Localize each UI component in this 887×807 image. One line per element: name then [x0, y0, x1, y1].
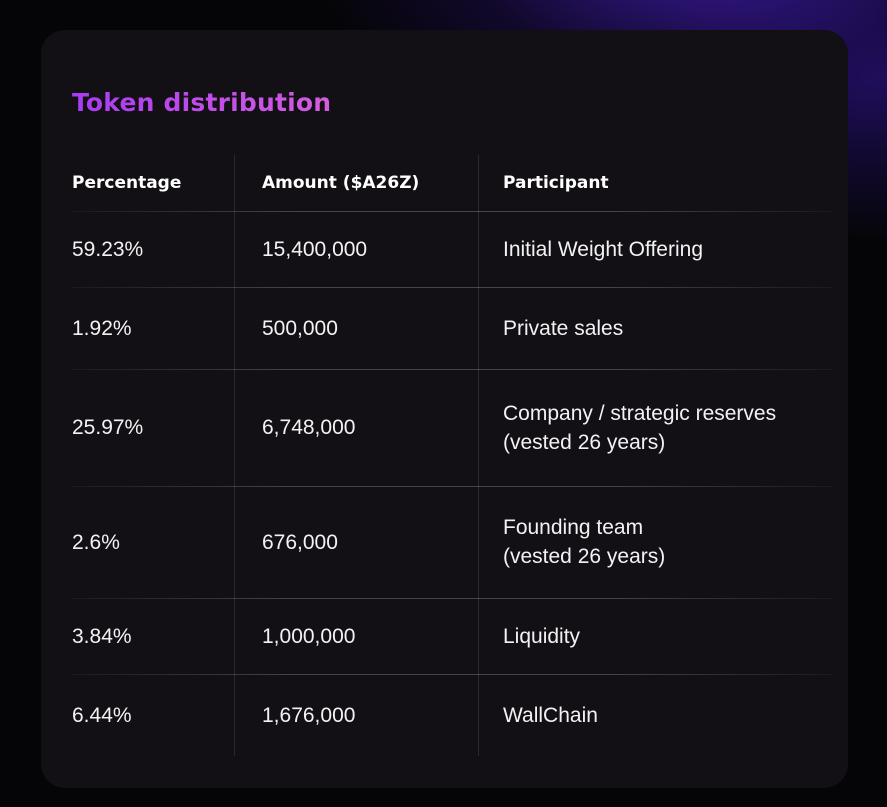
participant-cell: WallChain — [478, 674, 832, 756]
percentage-cell: 6.44% — [72, 703, 132, 727]
amount-cell: 15,400,000 — [234, 211, 478, 287]
participant-text: Initial Weight Offering — [503, 237, 703, 261]
participant-subtext: (vested 26 years) — [503, 430, 666, 454]
card-title: Token distribution — [72, 88, 332, 117]
table-header-row: Percentage Amount ($A26Z) Participant — [72, 155, 832, 211]
amount-cell: 1,000,000 — [234, 598, 478, 674]
table-row: 2.6% 676,000 Founding team (vested 26 ye… — [72, 486, 832, 598]
participant-text: Company / strategic reserves — [503, 401, 777, 425]
participant-cell: Founding team (vested 26 years) — [478, 486, 832, 598]
participant-subtext: (vested 26 years) — [503, 545, 666, 568]
participant-text: Liquidity — [503, 624, 581, 648]
participant-cell: Company / strategic reserves (vested 26 … — [478, 369, 832, 486]
percentage-cell: 59.23% — [72, 237, 144, 261]
token-distribution-card: Token distribution Percentage Amount ($A… — [41, 30, 848, 788]
table-row: 3.84% 1,000,000 Liquidity — [72, 598, 832, 674]
table-row: 25.97% 6,748,000 Company / strategic res… — [72, 369, 832, 486]
participant-text: Private sales — [503, 316, 624, 340]
column-header-participant: Participant — [478, 155, 832, 211]
table-row: 1.92% 500,000 Private sales — [72, 287, 832, 369]
participant-text: Founding team — [503, 516, 644, 539]
table-row: 6.44% 1,676,000 WallChain — [72, 674, 832, 756]
participant-text: WallChain — [503, 703, 598, 727]
column-header-percentage: Percentage — [72, 172, 182, 193]
token-distribution-table: Percentage Amount ($A26Z) Participant 59… — [72, 155, 832, 756]
percentage-cell: 25.97% — [72, 416, 144, 439]
participant-cell: Initial Weight Offering — [478, 211, 832, 287]
percentage-cell: 2.6% — [72, 530, 120, 554]
percentage-cell: 3.84% — [72, 624, 132, 648]
amount-cell: 1,676,000 — [234, 674, 478, 756]
participant-cell: Private sales — [478, 287, 832, 369]
percentage-cell: 1.92% — [72, 316, 132, 340]
amount-cell: 500,000 — [234, 287, 478, 369]
amount-cell: 6,748,000 — [234, 369, 478, 486]
table-row: 59.23% 15,400,000 Initial Weight Offerin… — [72, 211, 832, 287]
column-header-amount: Amount ($A26Z) — [234, 155, 478, 211]
participant-cell: Liquidity — [478, 598, 832, 674]
amount-cell: 676,000 — [234, 486, 478, 598]
